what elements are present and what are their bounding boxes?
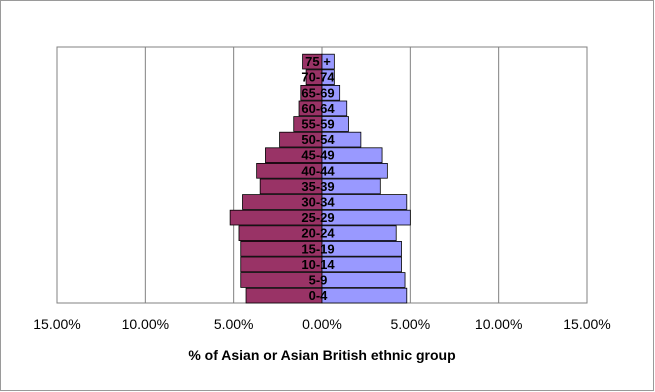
age-group-label: 65-69	[301, 85, 334, 100]
bar-right	[321, 225, 397, 242]
age-group-label: 5-9	[309, 273, 328, 288]
x-axis-title: % of Asian or Asian British ethnic group	[188, 347, 455, 363]
bar-right	[321, 85, 341, 101]
age-group-label: 10-14	[301, 257, 335, 272]
x-tick-label: 0.00%	[302, 316, 342, 332]
bar-right	[321, 53, 335, 70]
bar-right	[321, 194, 408, 210]
age-labels: 0-45-910-1415-1920-2425-2930-3435-3940-4…	[301, 54, 335, 303]
age-group-label: 15-19	[301, 241, 334, 256]
age-group-label: 45-49	[301, 148, 334, 163]
bar-right	[321, 100, 348, 117]
bar-right	[321, 256, 402, 273]
x-tick-label: 5.00%	[214, 316, 254, 332]
bar-right	[321, 240, 402, 257]
x-tick-label: 15.00%	[33, 316, 80, 332]
bars	[229, 53, 411, 304]
age-group-label: 70-74	[301, 70, 335, 85]
bar-right	[321, 162, 388, 179]
x-tick-labels: 15.00% 10.00% 5.00% 0.00% 5.00% 10.00% 15.00%	[33, 316, 610, 332]
age-group-label: 30-34	[301, 195, 335, 210]
age-group-label: 50-54	[301, 132, 335, 147]
x-tick-label: 10.00%	[122, 316, 169, 332]
age-group-label: 35-39	[301, 179, 334, 194]
x-tick-label: 10.00%	[475, 316, 522, 332]
bar-right	[321, 131, 362, 148]
age-group-label: 55-59	[301, 117, 334, 132]
age-group-label: 20-24	[301, 226, 335, 241]
age-group-label: 0-4	[309, 288, 329, 303]
age-group-label: 40-44	[301, 163, 335, 178]
bar-right	[321, 147, 383, 164]
age-group-label: 60-64	[301, 101, 335, 116]
x-tick-label: 5.00%	[390, 316, 430, 332]
bar-right	[321, 178, 381, 195]
x-tick-label: 15.00%	[563, 316, 610, 332]
bar-right	[321, 69, 335, 86]
bar-right	[321, 209, 411, 226]
age-group-label: 25-29	[301, 210, 334, 225]
bar-right	[321, 272, 406, 288]
bar-right	[321, 287, 408, 304]
age-group-label: 75 +	[305, 54, 331, 69]
bar-right	[321, 116, 349, 132]
